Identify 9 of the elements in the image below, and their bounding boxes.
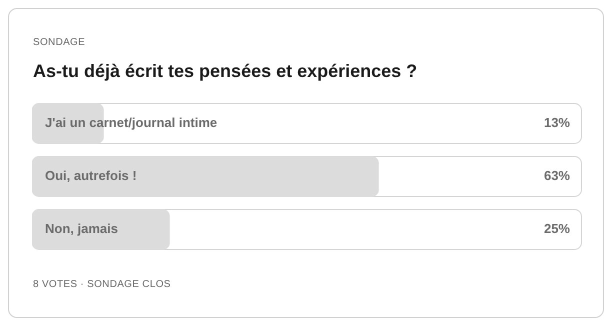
- y-tick-label: Non, jamais: [45, 221, 118, 236]
- chart-title: As-tu déjà écrit tes pensées et expériences ?: [33, 61, 418, 82]
- data-label: 63%: [544, 168, 570, 184]
- y-tick-label: Oui, autrefois !: [45, 168, 137, 184]
- chart-subtitle: SONDAGE: [33, 37, 86, 48]
- data-label: 25%: [544, 221, 570, 236]
- text: 8 VOTES · SONDAGE CLOS: [33, 279, 171, 290]
- y-tick-label: J'ai un carnet/journal intime: [45, 115, 218, 130]
- data-label: 13%: [544, 115, 570, 130]
